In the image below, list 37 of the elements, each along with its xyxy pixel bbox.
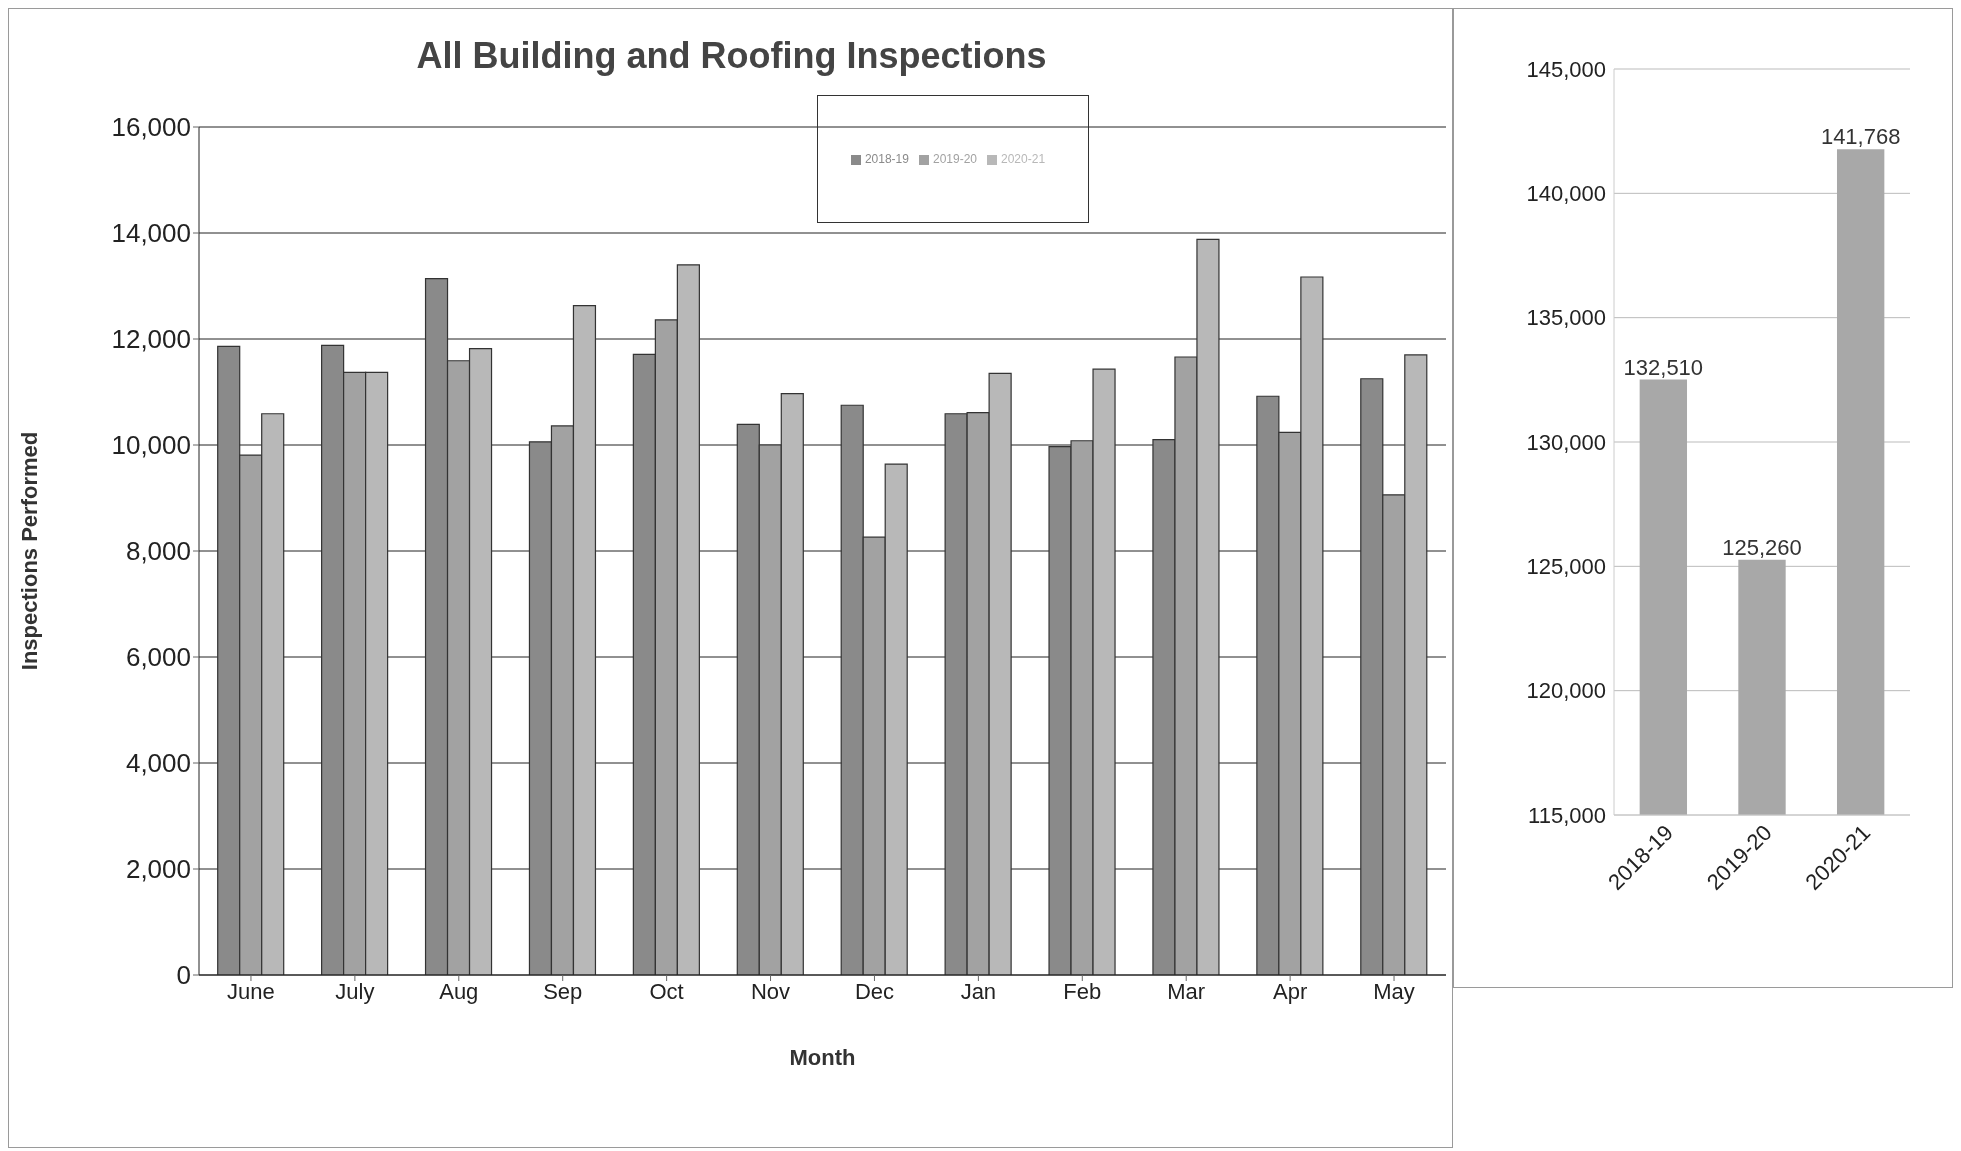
y-tick-label: 16,000 (111, 112, 191, 143)
x-tick-label: Oct (649, 978, 684, 1004)
data-label: 141,768 (1820, 124, 1901, 150)
x-tick-label: Nov (750, 978, 791, 1004)
x-tick-label: Aug (439, 978, 479, 1004)
y-axis-title: Inspections Performed (16, 431, 42, 671)
x-tick-label: Jan (960, 978, 997, 1004)
x-tick-label: Apr (1273, 978, 1308, 1004)
x-tick-label: Sep (543, 978, 583, 1004)
y-tick-label: 115,000 (1528, 802, 1606, 828)
x-tick-label: May (1373, 978, 1415, 1004)
x-tick-label: Mar (1167, 978, 1206, 1004)
chart-title: All Building and Roofing Inspections (415, 35, 1048, 77)
x-tick-label: Dec (854, 978, 895, 1004)
y-tick-label: 145,000 (1526, 56, 1606, 82)
y-tick-label: 140,000 (1526, 181, 1606, 207)
data-label: 125,260 (1722, 534, 1802, 560)
y-tick-label: 8,000 (125, 536, 191, 567)
legend-label: 2018-19 (864, 152, 909, 166)
x-tick-label: July (335, 978, 375, 1004)
y-tick-label: 130,000 (1526, 429, 1606, 455)
legend-label: 2019-20 (932, 152, 978, 166)
data-label: 132,510 (1623, 354, 1704, 380)
y-tick-label: 14,000 (111, 218, 191, 249)
y-tick-label: 6,000 (125, 642, 191, 673)
y-tick-label: 4,000 (125, 748, 191, 779)
y-tick-label: 120,000 (1526, 678, 1606, 704)
x-tick-label: June (227, 978, 275, 1004)
y-tick-label: 0 (176, 960, 191, 991)
y-tick-label: 125,000 (1526, 554, 1606, 580)
x-tick-label: Feb (1063, 978, 1102, 1004)
x-axis-title: Month (789, 1045, 856, 1070)
legend-label: 2020-21 (1001, 152, 1046, 166)
y-tick-label: 135,000 (1526, 305, 1606, 331)
y-tick-label: 10,000 (111, 430, 191, 461)
y-tick-label: 12,000 (111, 324, 191, 355)
y-tick-label: 2,000 (125, 854, 191, 885)
